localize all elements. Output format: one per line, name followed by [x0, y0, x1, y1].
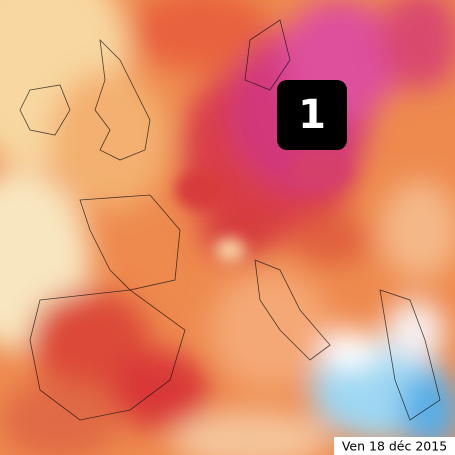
date-box — [334, 437, 455, 455]
badge-label: 1 — [298, 92, 326, 138]
heat-detail — [175, 150, 350, 262]
date-label: Ven 18 déc 2015 — [342, 439, 447, 454]
coastlines — [19, 19, 441, 421]
badge-box — [277, 80, 347, 150]
